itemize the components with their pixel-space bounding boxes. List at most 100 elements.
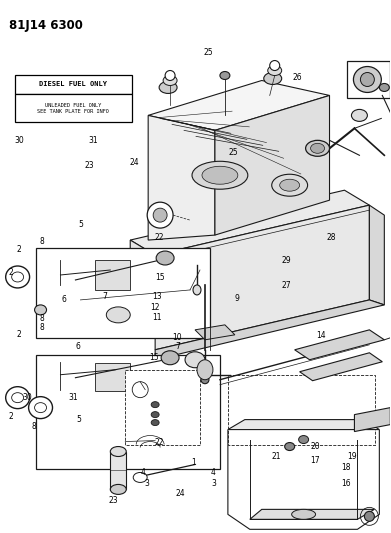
Text: 30: 30: [14, 136, 24, 146]
Ellipse shape: [202, 166, 238, 184]
Text: 4: 4: [141, 468, 146, 477]
Text: 6: 6: [61, 295, 66, 304]
Ellipse shape: [29, 397, 52, 418]
Ellipse shape: [299, 435, 308, 443]
Text: 8: 8: [39, 237, 45, 246]
Polygon shape: [155, 300, 384, 360]
Ellipse shape: [268, 66, 282, 76]
Ellipse shape: [6, 266, 30, 288]
Text: DIESEL FUEL ONLY: DIESEL FUEL ONLY: [39, 82, 108, 87]
Ellipse shape: [151, 419, 159, 425]
Text: 18: 18: [342, 463, 351, 472]
Ellipse shape: [147, 202, 173, 228]
Ellipse shape: [272, 174, 308, 196]
Ellipse shape: [364, 511, 374, 521]
Text: 31: 31: [88, 136, 98, 146]
Text: 27: 27: [281, 280, 291, 289]
Ellipse shape: [197, 360, 213, 379]
Polygon shape: [148, 80, 330, 131]
Ellipse shape: [361, 72, 374, 86]
Text: 12: 12: [151, 303, 160, 312]
Bar: [14, 94, 132, 123]
Polygon shape: [148, 116, 215, 240]
Text: 23: 23: [108, 496, 118, 505]
Ellipse shape: [201, 376, 209, 384]
Ellipse shape: [220, 71, 230, 79]
Polygon shape: [354, 408, 390, 432]
Text: 16: 16: [342, 479, 351, 488]
Text: 22: 22: [154, 438, 164, 447]
Bar: [110, 451, 126, 489]
Ellipse shape: [192, 161, 248, 189]
Ellipse shape: [34, 305, 47, 315]
Ellipse shape: [306, 140, 330, 156]
Text: 29: 29: [281, 256, 291, 264]
Text: 2: 2: [16, 330, 21, 339]
Text: 21: 21: [271, 453, 281, 462]
Ellipse shape: [106, 307, 130, 323]
Text: 6: 6: [75, 342, 80, 351]
Ellipse shape: [352, 109, 368, 122]
Ellipse shape: [165, 70, 175, 80]
Ellipse shape: [280, 179, 300, 191]
Polygon shape: [369, 205, 384, 305]
Ellipse shape: [379, 84, 389, 92]
Text: 3: 3: [145, 479, 150, 488]
Text: 9: 9: [235, 294, 239, 303]
Ellipse shape: [110, 447, 126, 456]
Text: 24: 24: [175, 489, 185, 498]
Polygon shape: [130, 190, 369, 255]
Text: 5: 5: [79, 220, 83, 229]
Ellipse shape: [132, 382, 148, 398]
Polygon shape: [295, 330, 384, 360]
Text: 8: 8: [39, 323, 44, 332]
Polygon shape: [228, 419, 379, 430]
Text: 25: 25: [203, 49, 213, 57]
Text: 23: 23: [84, 161, 94, 170]
Bar: [95, 260, 130, 290]
Bar: [228, 375, 375, 445]
Text: 24: 24: [129, 158, 139, 167]
Text: 4: 4: [211, 468, 216, 477]
Text: 3: 3: [211, 479, 216, 488]
Text: 25: 25: [229, 148, 238, 157]
Ellipse shape: [310, 143, 325, 154]
Text: 15: 15: [155, 273, 165, 282]
Ellipse shape: [12, 393, 23, 402]
Text: 26: 26: [293, 73, 303, 82]
Ellipse shape: [133, 472, 147, 482]
Text: 31: 31: [69, 393, 79, 402]
Ellipse shape: [159, 82, 177, 93]
Ellipse shape: [264, 72, 282, 84]
Text: 2: 2: [9, 411, 13, 421]
Text: 10: 10: [172, 333, 182, 342]
Text: 8: 8: [32, 422, 36, 431]
Ellipse shape: [156, 251, 174, 265]
Bar: [348, 61, 390, 99]
Text: 2: 2: [16, 245, 21, 254]
Text: 1: 1: [192, 458, 196, 466]
Bar: [36, 355, 220, 470]
Text: 81J14 6300: 81J14 6300: [9, 19, 83, 31]
Ellipse shape: [353, 67, 381, 92]
Text: 2: 2: [9, 268, 13, 277]
Ellipse shape: [110, 484, 126, 495]
Text: 19: 19: [348, 453, 357, 462]
Text: 20: 20: [310, 442, 320, 451]
Bar: [95, 363, 130, 391]
Ellipse shape: [34, 402, 47, 413]
Ellipse shape: [185, 352, 205, 368]
Text: 5: 5: [77, 415, 82, 424]
Text: 30: 30: [23, 393, 33, 402]
Ellipse shape: [151, 402, 159, 408]
Text: 7: 7: [102, 292, 107, 301]
Text: UNLEADED FUEL ONLY
SEE TANK PLATE FOR INFO: UNLEADED FUEL ONLY SEE TANK PLATE FOR IN…: [38, 103, 109, 114]
Text: 11: 11: [152, 313, 162, 322]
Ellipse shape: [6, 386, 30, 409]
Ellipse shape: [163, 76, 177, 85]
Ellipse shape: [200, 361, 210, 369]
Text: 22: 22: [154, 233, 164, 242]
Polygon shape: [300, 353, 382, 381]
Ellipse shape: [285, 442, 295, 450]
Polygon shape: [195, 325, 235, 340]
